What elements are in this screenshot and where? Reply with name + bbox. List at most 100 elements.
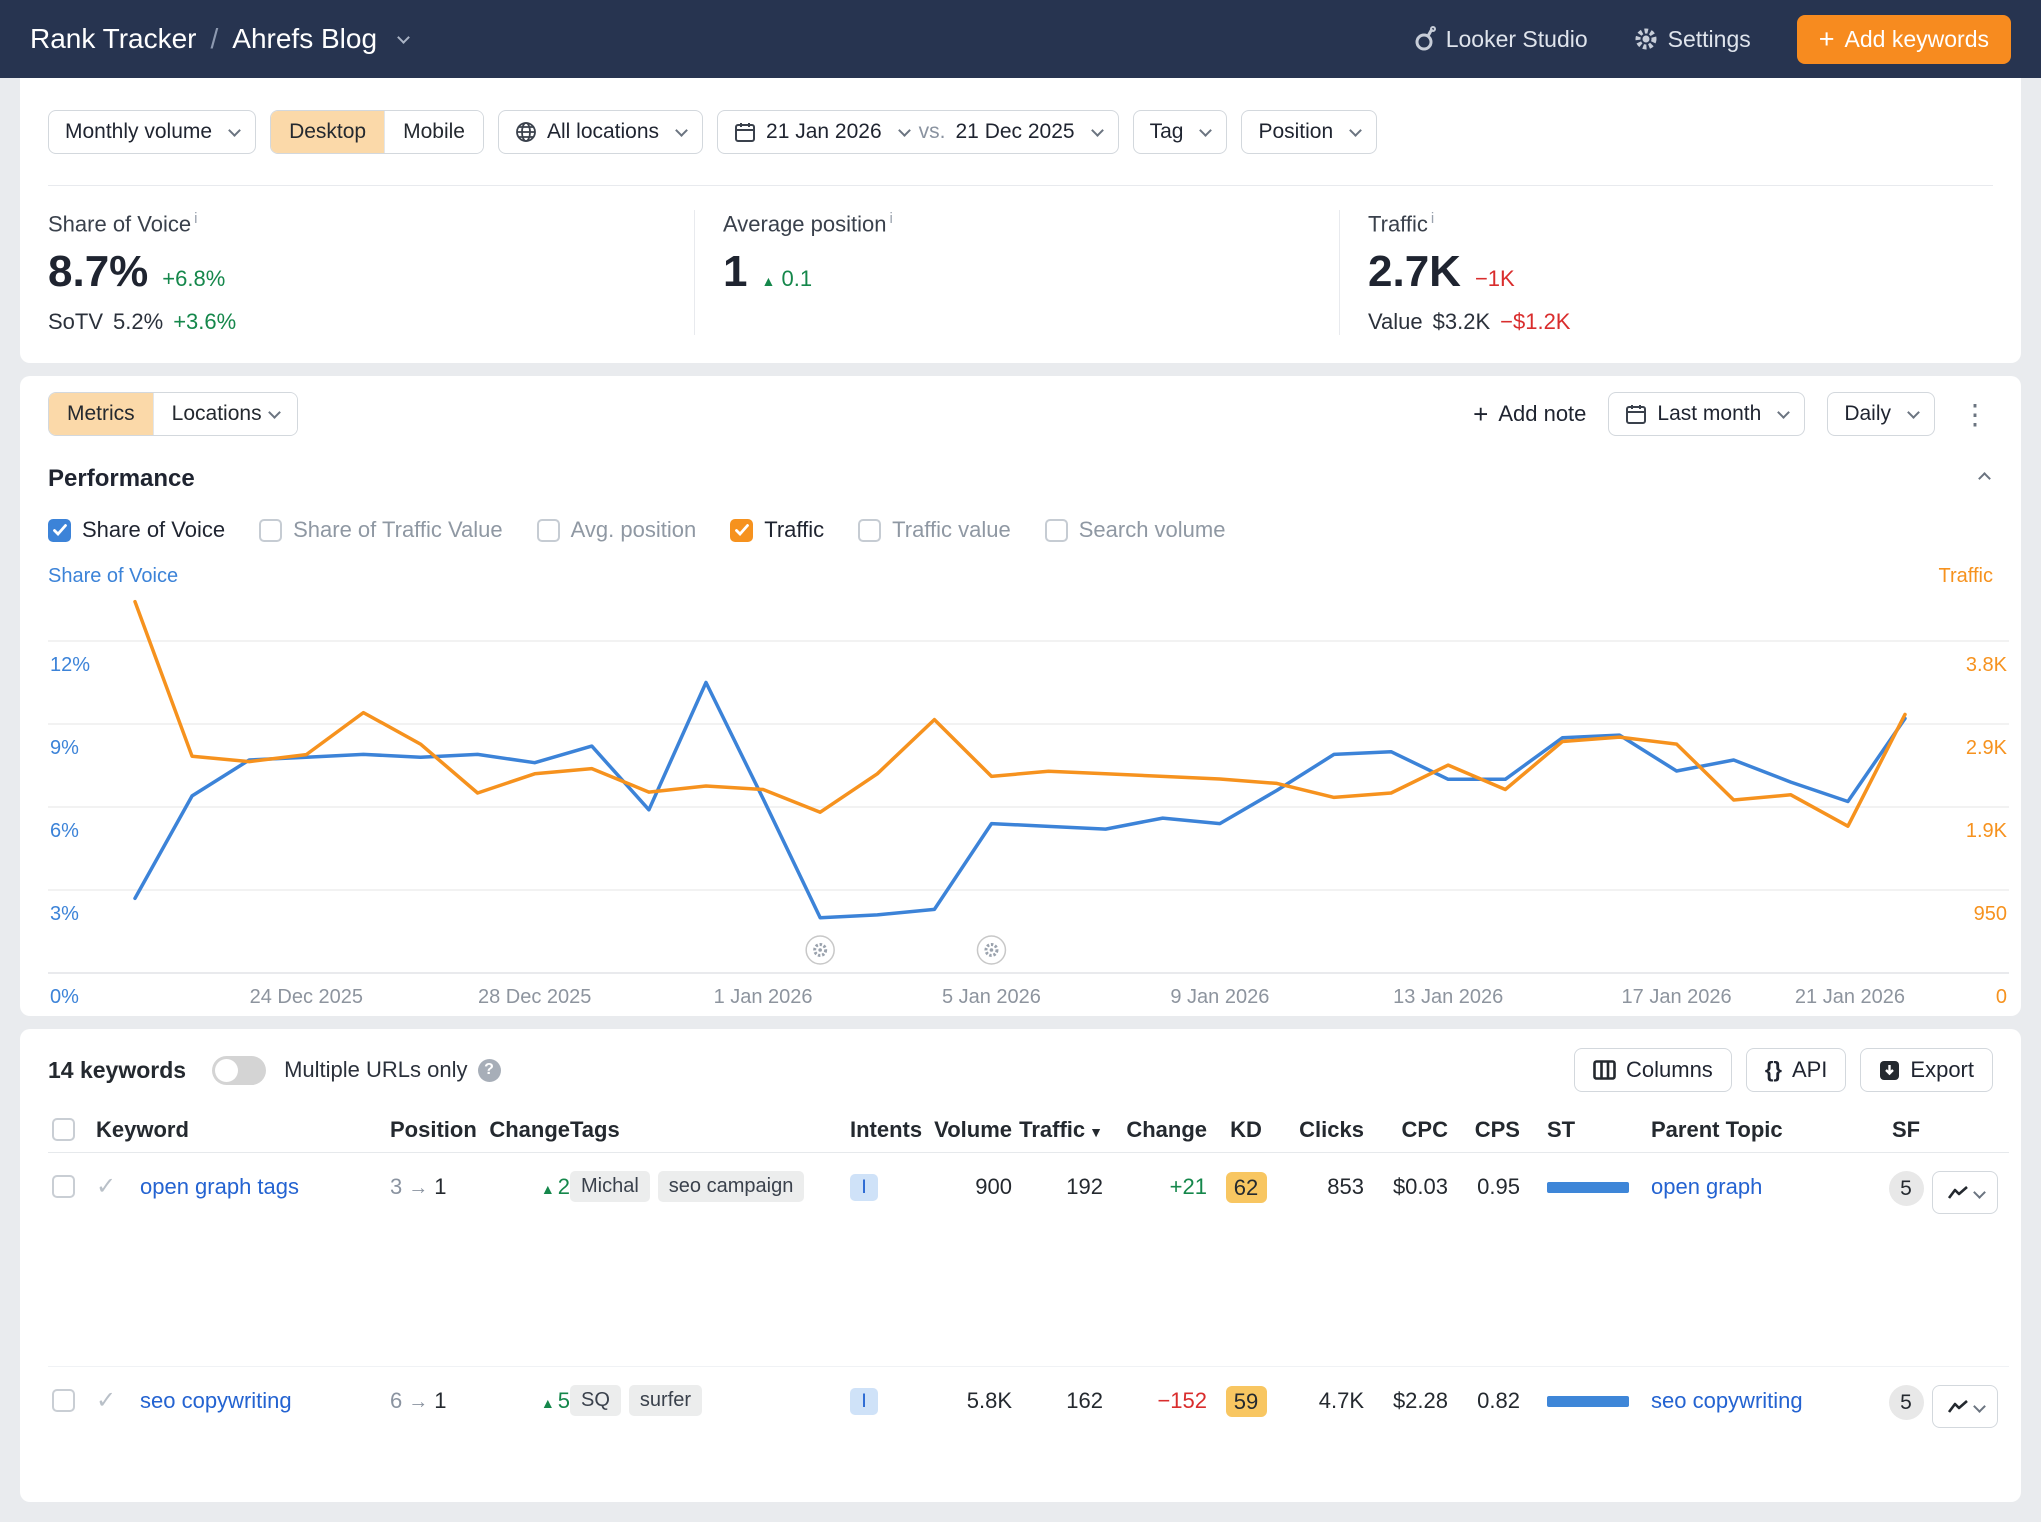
export-icon bbox=[1880, 1060, 1900, 1080]
row-checkbox[interactable] bbox=[52, 1389, 75, 1413]
parent-topic-link[interactable]: seo copywriting bbox=[1651, 1388, 1803, 1414]
sparkline-icon bbox=[1947, 1185, 1968, 1199]
header-parent-topic[interactable]: Parent Topic bbox=[1651, 1116, 1783, 1142]
date-range-picker[interactable]: 21 Jan 2026 vs. 21 Dec 2025 bbox=[717, 110, 1119, 154]
device-mobile-tab[interactable]: Mobile bbox=[384, 111, 483, 153]
checkbox-share-of-traffic-value[interactable]: Share of Traffic Value bbox=[259, 517, 503, 543]
checkbox-unchecked-icon[interactable] bbox=[858, 518, 882, 542]
header-cps[interactable]: CPS bbox=[1474, 1116, 1520, 1142]
arrow-right-icon: → bbox=[408, 1177, 429, 1200]
checkbox-unchecked-icon[interactable] bbox=[1044, 518, 1068, 542]
kebab-menu-icon[interactable]: ⋮ bbox=[1961, 398, 1989, 430]
looker-studio-link[interactable]: Looker Studio bbox=[1414, 26, 1588, 53]
header-sf[interactable]: SF bbox=[1891, 1116, 1921, 1142]
intent-badge[interactable]: I bbox=[850, 1388, 878, 1416]
device-desktop-tab[interactable]: Desktop bbox=[271, 111, 385, 153]
checkbox-checked-icon[interactable] bbox=[48, 518, 71, 542]
locations-dropdown[interactable]: All locations bbox=[497, 110, 704, 154]
columns-button[interactable]: Columns bbox=[1574, 1048, 1732, 1093]
position-change: ▲ 2 bbox=[540, 1174, 570, 1200]
keyword-chart-button[interactable] bbox=[1932, 1171, 1998, 1215]
volume-cell: 900 bbox=[975, 1174, 1012, 1200]
tag-pill[interactable]: SQ bbox=[570, 1385, 621, 1417]
header-position[interactable]: Position bbox=[390, 1116, 477, 1142]
checkbox-avg-position[interactable]: Avg. position bbox=[536, 517, 696, 543]
header-intents[interactable]: Intents bbox=[850, 1116, 923, 1142]
checkbox-traffic[interactable]: Traffic bbox=[730, 517, 824, 543]
add-keywords-button[interactable]: + Add keywords bbox=[1796, 14, 2011, 64]
checkbox-checked-icon[interactable] bbox=[730, 518, 754, 542]
intent-badge[interactable]: I bbox=[850, 1174, 878, 1202]
main-content: Monthly volume Desktop Mobile All locati… bbox=[0, 78, 2041, 1503]
chevron-down-icon bbox=[267, 405, 281, 419]
checkbox-unchecked-icon[interactable] bbox=[536, 518, 560, 542]
checkbox-share-of-voice[interactable]: Share of Voice bbox=[48, 517, 225, 543]
keyword-chart-button[interactable] bbox=[1932, 1385, 1998, 1429]
tag-pill[interactable]: surfer bbox=[628, 1385, 703, 1417]
right-axis-title: Traffic bbox=[1938, 565, 1993, 588]
multiple-urls-toggle[interactable] bbox=[212, 1055, 267, 1085]
checkbox-label: Share of Voice bbox=[82, 517, 226, 543]
tag-pill[interactable]: Michal bbox=[570, 1171, 650, 1203]
select-all-checkbox[interactable] bbox=[52, 1118, 75, 1142]
x-axis-tick: 21 Jan 2026 bbox=[1795, 986, 1905, 1008]
header-kd[interactable]: KD bbox=[1230, 1116, 1262, 1142]
tag-pill[interactable]: seo campaign bbox=[657, 1171, 805, 1203]
x-axis-tick: 1 Jan 2026 bbox=[714, 986, 813, 1008]
header-traffic-sort[interactable]: Traffic ▼ bbox=[1019, 1116, 1103, 1142]
tag-filter-dropdown[interactable]: Tag bbox=[1132, 110, 1228, 154]
tab-locations[interactable]: Locations bbox=[152, 393, 297, 436]
volume-mode-dropdown[interactable]: Monthly volume bbox=[48, 110, 257, 154]
header-change[interactable]: Change bbox=[489, 1116, 570, 1142]
traffic-delta: −1K bbox=[1474, 266, 1515, 292]
chevron-down-icon bbox=[897, 123, 911, 137]
chevron-down-icon bbox=[1349, 123, 1363, 137]
breadcrumb-app[interactable]: Rank Tracker bbox=[30, 23, 197, 54]
header-cpc[interactable]: CPC bbox=[1401, 1116, 1448, 1142]
api-button[interactable]: {} API bbox=[1745, 1048, 1847, 1093]
header-st[interactable]: ST bbox=[1547, 1116, 1576, 1142]
help-icon[interactable]: ? bbox=[477, 1058, 501, 1082]
collapse-section-button[interactable] bbox=[1968, 466, 1993, 492]
cps-cell: 0.82 bbox=[1477, 1388, 1520, 1414]
filter-row: Monthly volume Desktop Mobile All locati… bbox=[48, 110, 1993, 154]
checkbox-traffic-value[interactable]: Traffic value bbox=[858, 517, 1011, 543]
x-axis-tick: 17 Jan 2026 bbox=[1622, 986, 1732, 1008]
range-label: Last month bbox=[1657, 402, 1762, 426]
header-keyword[interactable]: Keyword bbox=[96, 1116, 189, 1142]
keyword-link[interactable]: seo copywriting bbox=[140, 1388, 292, 1414]
performance-title: Performance bbox=[48, 465, 195, 493]
row-checkbox[interactable] bbox=[52, 1175, 75, 1199]
right-axis-tick: 1.9K bbox=[1966, 820, 2008, 842]
triangle-up-icon: ▲ bbox=[540, 1181, 555, 1198]
header-tags[interactable]: Tags bbox=[570, 1116, 620, 1142]
checkbox-label: Search volume bbox=[1078, 517, 1226, 543]
breadcrumb-separator: / bbox=[210, 23, 219, 54]
note-gear-icon bbox=[984, 943, 999, 958]
chevron-down-icon[interactable] bbox=[397, 30, 410, 44]
range-dropdown[interactable]: Last month bbox=[1608, 392, 1806, 437]
right-axis-tick: 3.8K bbox=[1966, 654, 2008, 676]
right-axis-tick: 950 bbox=[1974, 903, 2007, 925]
add-note-button[interactable]: + Add note bbox=[1473, 399, 1586, 430]
export-button[interactable]: Export bbox=[1860, 1048, 1993, 1093]
keyword-link[interactable]: open graph tags bbox=[140, 1174, 300, 1200]
topbar-actions: Looker Studio Settings + Add keywords bbox=[1414, 14, 2011, 64]
settings-button[interactable]: Settings bbox=[1634, 26, 1751, 53]
header-clicks[interactable]: Clicks bbox=[1299, 1116, 1364, 1142]
tab-metrics[interactable]: Metrics bbox=[49, 393, 153, 436]
checkbox-search-volume[interactable]: Search volume bbox=[1044, 517, 1226, 543]
triangle-up-icon: ▲ bbox=[540, 1395, 555, 1412]
position-filter-dropdown[interactable]: Position bbox=[1241, 110, 1378, 154]
header-change2[interactable]: Change bbox=[1126, 1116, 1207, 1142]
checkbox-unchecked-icon[interactable] bbox=[259, 518, 283, 542]
parent-topic-link[interactable]: open graph bbox=[1651, 1174, 1763, 1200]
granularity-dropdown[interactable]: Daily bbox=[1827, 392, 1935, 437]
export-label: Export bbox=[1910, 1057, 1974, 1083]
looker-studio-label: Looker Studio bbox=[1445, 25, 1588, 52]
chevron-down-icon bbox=[1090, 123, 1104, 137]
traffic-cell: 162 bbox=[1066, 1388, 1103, 1414]
position-cell: 3 → 1 bbox=[390, 1174, 447, 1200]
header-volume[interactable]: Volume bbox=[934, 1116, 1012, 1142]
breadcrumb-project[interactable]: Ahrefs Blog bbox=[232, 23, 378, 54]
